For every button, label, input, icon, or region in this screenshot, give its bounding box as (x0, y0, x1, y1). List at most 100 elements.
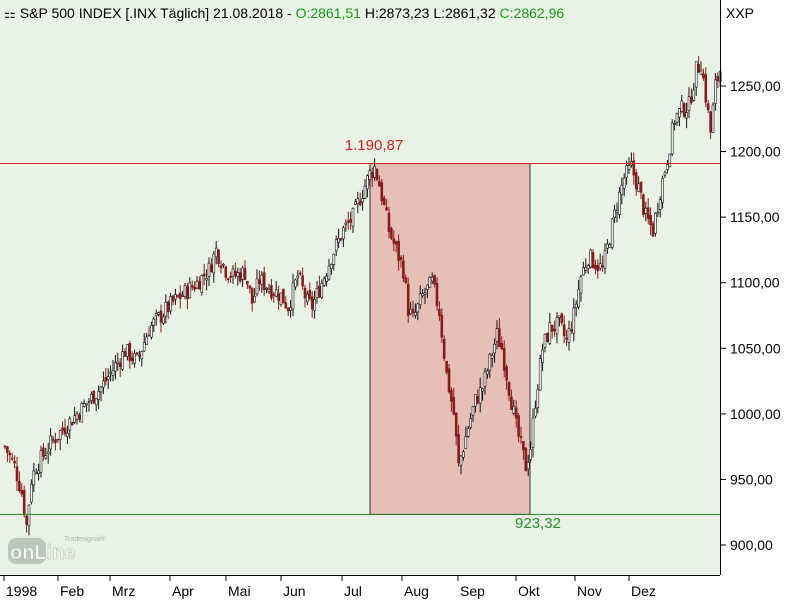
candle-body (186, 286, 189, 300)
y-tick-label: 950,00 (730, 471, 773, 487)
candle-body (10, 457, 14, 460)
candle (267, 283, 271, 294)
candle-body (680, 100, 684, 112)
candle (536, 384, 540, 414)
candle (514, 400, 518, 428)
candle (466, 425, 470, 438)
candle (354, 199, 357, 206)
candle-body (42, 447, 45, 457)
candle-body (495, 328, 499, 342)
candle-body (291, 282, 295, 310)
candle-body (385, 207, 388, 211)
candle-body (58, 430, 62, 440)
candle (274, 281, 278, 298)
candle (286, 307, 290, 317)
candle (697, 56, 700, 73)
candle-body (342, 227, 345, 240)
candle-body (584, 266, 588, 271)
candle-body (114, 362, 117, 372)
candle (495, 320, 499, 350)
candle (519, 426, 523, 444)
candle-body (51, 438, 55, 441)
candle (241, 265, 244, 288)
candle-body (337, 238, 340, 243)
candle-body (260, 274, 264, 285)
tradesignal-watermark: onLine Tradesignal® (8, 535, 106, 564)
candle-body (488, 354, 492, 371)
candle (627, 157, 631, 174)
candle (680, 95, 684, 114)
candle (394, 240, 398, 253)
candle (294, 278, 297, 291)
candle (608, 242, 612, 248)
candle-body (510, 396, 513, 411)
candle (327, 258, 331, 282)
candle-body (332, 254, 336, 265)
candle-body (632, 160, 636, 176)
candle (200, 274, 204, 296)
candle-body (560, 313, 564, 324)
candle-body (390, 228, 393, 239)
candle-body (634, 172, 638, 190)
candle (656, 202, 660, 218)
candle (66, 425, 69, 444)
candle (690, 88, 693, 105)
candle (174, 288, 177, 305)
candle (282, 288, 285, 304)
candle-body (594, 264, 597, 270)
candle (440, 308, 444, 344)
candle (406, 277, 410, 323)
candle-body (188, 282, 192, 299)
candle-body (270, 285, 273, 299)
candle-body (178, 292, 182, 300)
candle (598, 253, 602, 271)
candle (296, 269, 300, 286)
candle (615, 202, 619, 223)
plot-area[interactable] (0, 0, 720, 575)
candle-body (190, 285, 194, 288)
candle (118, 358, 122, 377)
close-value-text: C:2862,96 (500, 5, 565, 21)
candle (562, 315, 566, 344)
candle (243, 260, 247, 281)
candle-body (478, 387, 482, 404)
candle-body (128, 343, 132, 362)
x-tick-label: Nov (577, 583, 602, 599)
x-tick-label: Okt (518, 583, 540, 599)
candle (603, 243, 607, 275)
candle (438, 301, 441, 321)
candle (145, 332, 148, 346)
candle-body (157, 312, 160, 315)
candle-body (562, 324, 566, 337)
candle-body (18, 481, 21, 492)
candle-body (219, 265, 223, 269)
candle-body (39, 450, 43, 473)
candle-body (164, 302, 168, 317)
candle-body (37, 470, 40, 474)
candle-body (234, 270, 237, 277)
candle-body (334, 239, 338, 252)
candle (277, 285, 280, 310)
candle-body (555, 316, 559, 335)
candle (442, 335, 446, 362)
candle-body (625, 165, 628, 178)
candle-body (32, 470, 36, 486)
candle (178, 285, 182, 309)
candle-body (356, 198, 360, 204)
candle-body (358, 200, 362, 206)
candle (94, 398, 98, 412)
candle-body (229, 276, 232, 278)
candle-body (243, 267, 247, 280)
settings-icon[interactable]: ⚏ (4, 7, 20, 22)
candle-body (325, 275, 328, 282)
candle (135, 351, 139, 356)
candle-body (267, 288, 271, 292)
candle (42, 443, 45, 461)
drawdown-box[interactable] (369, 163, 531, 515)
candle-body (668, 153, 672, 168)
candle-body (286, 307, 290, 312)
candle-body (301, 275, 304, 287)
candle (361, 190, 364, 211)
candle-body (553, 328, 556, 332)
candle-body (522, 441, 525, 451)
